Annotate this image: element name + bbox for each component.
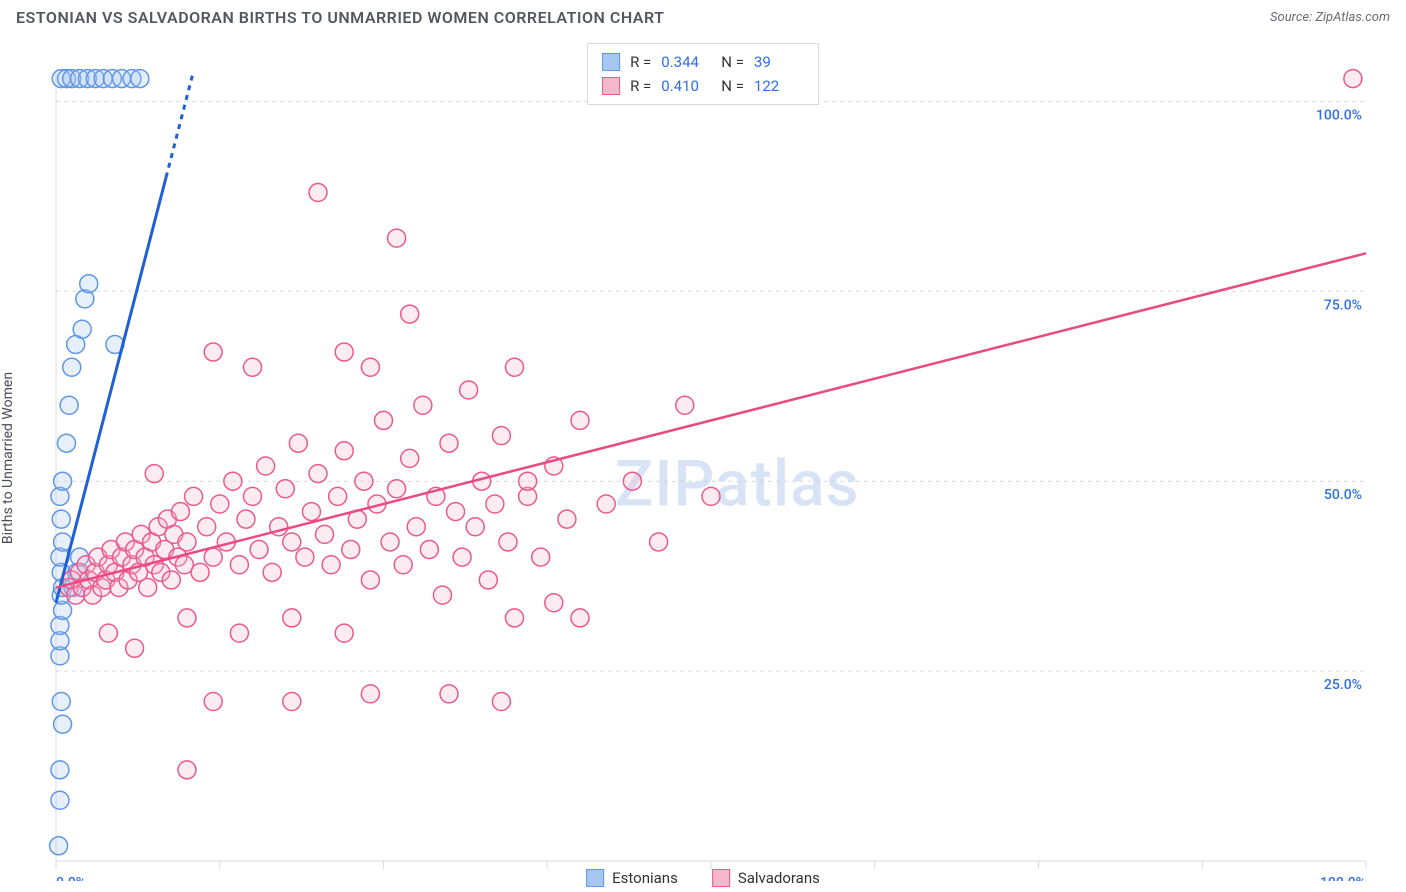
n-label: N = xyxy=(721,50,744,74)
legend-row-salvadorans: R = 0.410 N = 122 xyxy=(602,74,804,98)
svg-text:0.0%: 0.0% xyxy=(56,875,86,881)
correlation-legend: R = 0.344 N = 39 R = 0.410 N = 122 xyxy=(587,43,819,105)
r-value-salvadorans: 0.410 xyxy=(661,74,711,98)
chart-header: ESTONIAN VS SALVADORAN BIRTHS TO UNMARRI… xyxy=(0,0,1406,31)
legend-item-salvadorans: Salvadorans xyxy=(712,869,820,887)
scatter-chart: 25.0% 50.0% 75.0% 100.0% 0.0% 100.0% ZIPatlas xyxy=(16,35,1386,881)
source-credit: Source: ZipAtlas.com xyxy=(1270,10,1390,25)
n-label: N = xyxy=(721,74,744,98)
r-value-estonians: 0.344 xyxy=(661,50,711,74)
svg-text:100.0%: 100.0% xyxy=(1320,875,1366,881)
legend-label-estonians: Estonians xyxy=(612,869,678,887)
series-legend: Estonians Salvadorans xyxy=(586,869,820,887)
swatch-estonians xyxy=(586,869,604,887)
legend-label-salvadorans: Salvadorans xyxy=(738,869,820,887)
svg-text:100.0%: 100.0% xyxy=(1316,107,1362,123)
svg-text:25.0%: 25.0% xyxy=(1324,677,1362,693)
svg-text:50.0%: 50.0% xyxy=(1324,487,1362,503)
chart-title: ESTONIAN VS SALVADORAN BIRTHS TO UNMARRI… xyxy=(16,8,664,27)
svg-text:ZIPatlas: ZIPatlas xyxy=(615,447,860,522)
chart-container: Births to Unmarried Women 25.0%50.0%75.0… xyxy=(16,35,1390,881)
r-label: R = xyxy=(630,50,651,74)
legend-item-estonians: Estonians xyxy=(586,869,678,887)
swatch-salvadorans xyxy=(602,77,620,95)
r-label: R = xyxy=(630,74,651,98)
swatch-salvadorans xyxy=(712,869,730,887)
n-value-salvadorans: 122 xyxy=(754,74,804,98)
n-value-estonians: 39 xyxy=(754,50,804,74)
source-name: ZipAtlas.com xyxy=(1315,10,1390,25)
svg-text:75.0%: 75.0% xyxy=(1324,297,1362,313)
swatch-estonians xyxy=(602,53,620,71)
legend-row-estonians: R = 0.344 N = 39 xyxy=(602,50,804,74)
y-axis-label: Births to Unmarried Women xyxy=(0,372,16,544)
source-prefix: Source: xyxy=(1270,10,1315,25)
